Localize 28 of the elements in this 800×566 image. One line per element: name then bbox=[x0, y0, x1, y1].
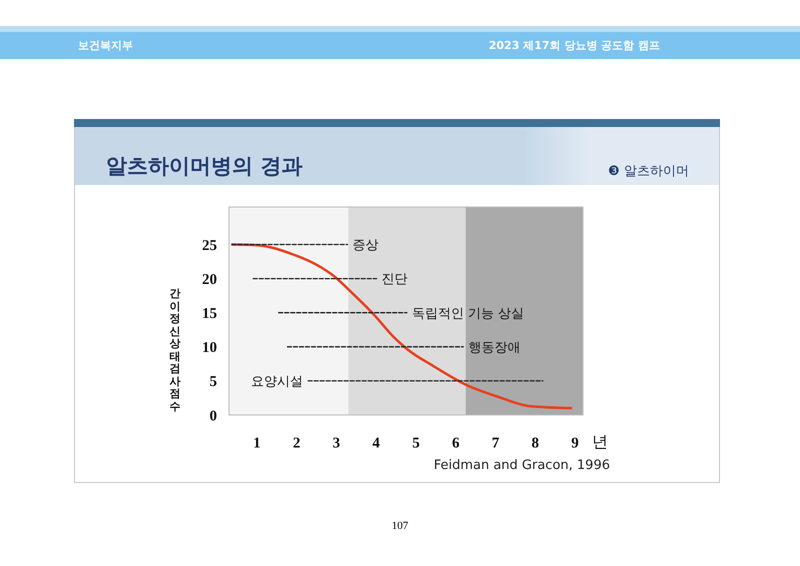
y-tick-label: 25 bbox=[202, 238, 217, 254]
x-tick-label: 3 bbox=[332, 436, 340, 452]
annotation: 진단 bbox=[382, 272, 408, 288]
text: 2023 제17회 당뇨병 공도함 캠프 bbox=[488, 38, 660, 53]
x-tick-label: 1 bbox=[253, 436, 261, 452]
y-tick-label: 20 bbox=[202, 272, 217, 288]
y-tick-label: 15 bbox=[202, 306, 217, 322]
annotation: 행동장애 bbox=[468, 340, 520, 356]
annotation: 독립적인 기능 상실 bbox=[412, 306, 524, 322]
x-tick-label: 2 bbox=[292, 436, 300, 452]
x-tick-label: 4 bbox=[372, 436, 380, 452]
x-tick-label: 7 bbox=[492, 436, 500, 452]
x-tick-label: 5 bbox=[412, 436, 420, 452]
y-tick-label: 10 bbox=[202, 340, 217, 356]
text: 보건복지부 bbox=[78, 38, 133, 53]
x-tick-label: 8 bbox=[532, 436, 540, 452]
text: 간이정신상태검사점수 bbox=[170, 287, 180, 412]
text: ❸ 알츠하이머 bbox=[608, 163, 689, 180]
x-axis-title: 년 bbox=[592, 432, 608, 453]
text: Feidman and Gracon, 1996 bbox=[434, 458, 610, 473]
y-tick-label: 5 bbox=[210, 374, 217, 390]
x-tick-label: 6 bbox=[452, 436, 460, 452]
annotation: 증상 bbox=[352, 238, 379, 254]
x-tick-label: 9 bbox=[571, 436, 579, 452]
chart-title: 알츠하이머병의 경과 bbox=[106, 153, 302, 180]
text: 107 bbox=[390, 520, 410, 532]
annotation: 요양시설 bbox=[251, 374, 304, 390]
y-tick-label: 0 bbox=[210, 408, 217, 424]
